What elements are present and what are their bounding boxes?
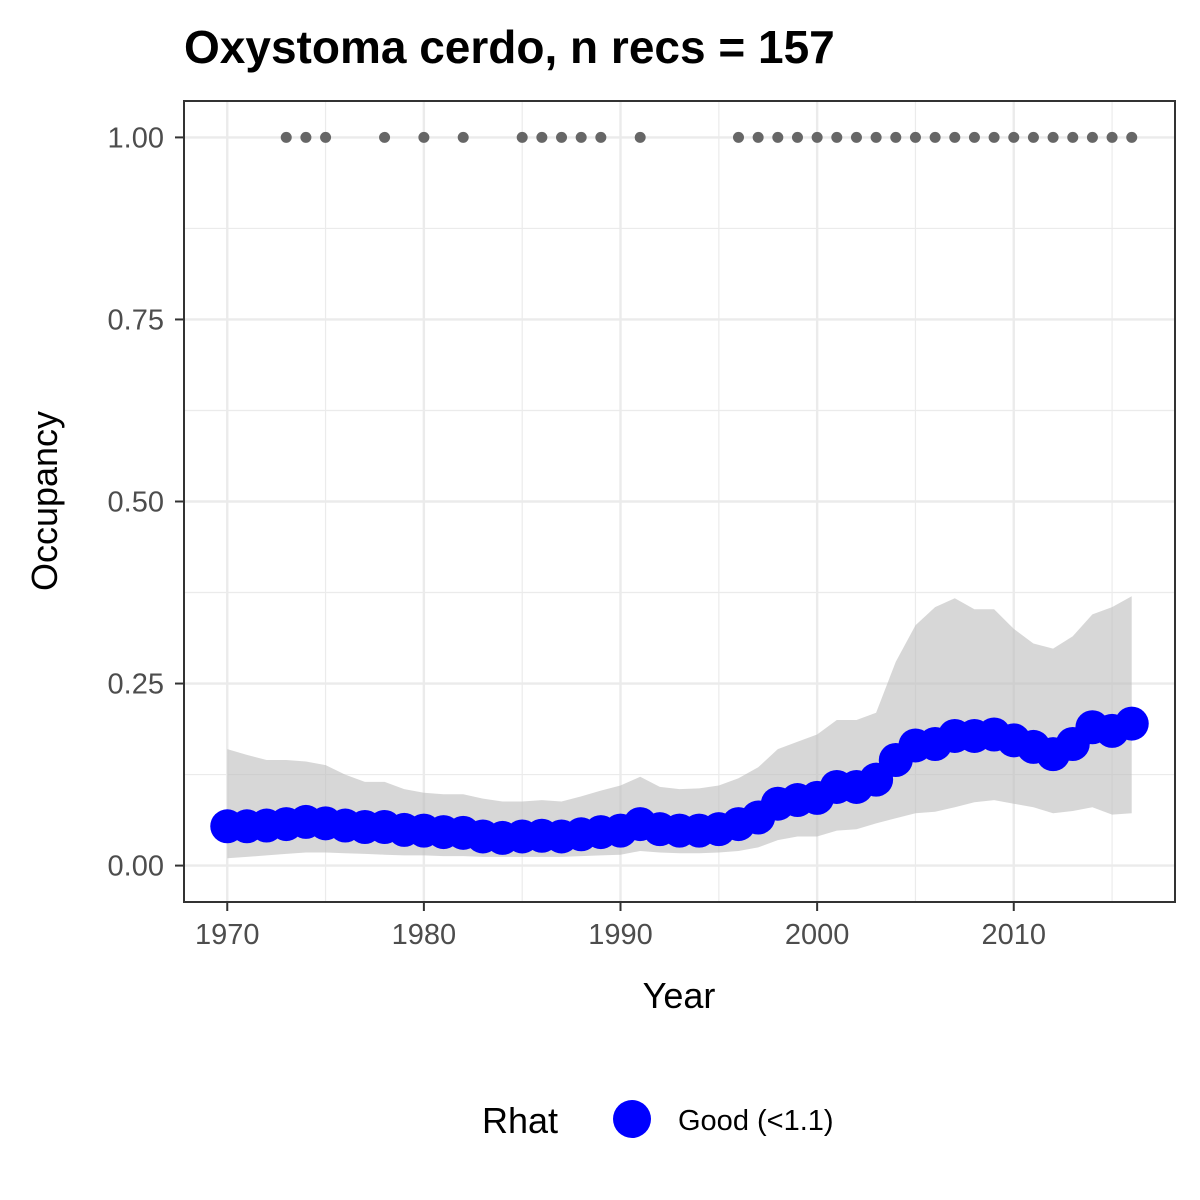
record-points (280, 131, 1138, 143)
record-point (890, 131, 902, 143)
record-point (516, 131, 528, 143)
legend-key-good (613, 1100, 651, 1138)
record-point (831, 131, 843, 143)
record-point (379, 131, 391, 143)
record-point (1067, 131, 1079, 143)
record-point (418, 131, 430, 143)
y-tick-label: 0.75 (108, 304, 164, 336)
record-point (949, 131, 961, 143)
record-point (968, 131, 980, 143)
occupancy-series (210, 706, 1149, 855)
record-point (752, 131, 764, 143)
record-point (320, 131, 332, 143)
x-tick-label: 1970 (195, 919, 260, 951)
record-point (575, 131, 587, 143)
record-point (929, 131, 941, 143)
y-tick-label: 0.00 (108, 851, 164, 883)
record-point (1106, 131, 1118, 143)
record-point (1126, 131, 1138, 143)
y-axis: 0.00 0.25 0.50 0.75 1.00 (108, 122, 184, 883)
record-point (811, 131, 823, 143)
record-point (634, 131, 646, 143)
record-point (457, 131, 469, 143)
confidence-band-area (227, 596, 1132, 859)
chart-title: Oxystoma cerdo, n recs = 157 (184, 21, 835, 73)
occupancy-point (1114, 706, 1149, 741)
legend: Rhat Good (<1.1) (482, 1100, 834, 1141)
record-point (536, 131, 548, 143)
record-point (595, 131, 607, 143)
record-point (791, 131, 803, 143)
x-tick-label: 2010 (982, 919, 1047, 951)
record-point (300, 131, 312, 143)
record-point (732, 131, 744, 143)
y-tick-label: 0.25 (108, 669, 164, 701)
y-axis-title: Occupancy (24, 411, 65, 591)
record-point (772, 131, 784, 143)
record-point (1047, 131, 1059, 143)
x-axis: 1970 1980 1990 2000 2010 (195, 902, 1046, 951)
confidence-band (227, 596, 1132, 859)
record-point (850, 131, 862, 143)
x-axis-title: Year (643, 975, 716, 1016)
legend-label-good: Good (<1.1) (678, 1105, 834, 1137)
record-point (1027, 131, 1039, 143)
record-point (1008, 131, 1020, 143)
y-tick-label: 1.00 (108, 122, 164, 154)
x-tick-label: 1990 (588, 919, 653, 951)
x-tick-label: 1980 (392, 919, 457, 951)
record-point (280, 131, 292, 143)
legend-title: Rhat (482, 1100, 558, 1141)
record-point (556, 131, 568, 143)
y-tick-label: 0.50 (108, 487, 164, 519)
x-tick-label: 2000 (785, 919, 850, 951)
record-point (909, 131, 921, 143)
record-point (870, 131, 882, 143)
record-point (988, 131, 1000, 143)
record-point (1086, 131, 1098, 143)
